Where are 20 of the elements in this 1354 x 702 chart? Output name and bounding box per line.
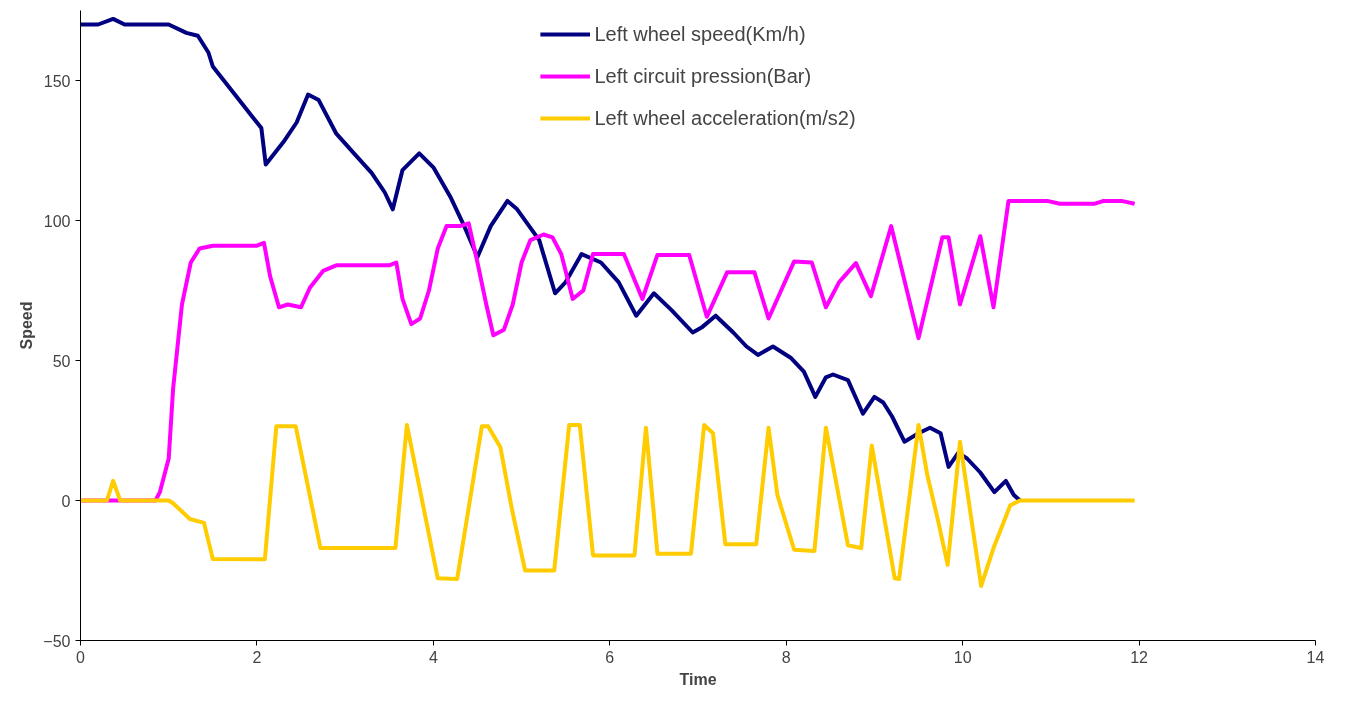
x-tick-label: 8 bbox=[781, 648, 791, 666]
x-tick-label: 2 bbox=[252, 648, 262, 666]
x-axis-title: Time bbox=[679, 670, 717, 688]
x-tick-label: 6 bbox=[605, 648, 615, 666]
legend-label: Left wheel acceleration(m/s2) bbox=[594, 105, 856, 131]
y-tick-label: −50 bbox=[43, 632, 71, 650]
x-tick-label: 4 bbox=[428, 648, 438, 666]
legend-label: Left circuit pression(Bar) bbox=[594, 63, 812, 89]
y-tick-label: 150 bbox=[43, 72, 71, 90]
y-tick-label: 50 bbox=[52, 352, 71, 370]
x-tick-label: 0 bbox=[76, 648, 86, 666]
y-tick-label: 100 bbox=[43, 212, 71, 230]
x-tick-label: 12 bbox=[1130, 648, 1149, 666]
line-series bbox=[80, 16, 1022, 503]
x-tick-label: 14 bbox=[1306, 648, 1325, 666]
y-tick-label: 0 bbox=[61, 492, 71, 510]
legend-label: Left wheel speed(Km/h) bbox=[594, 21, 806, 47]
line-series bbox=[80, 422, 1137, 588]
y-axis-title: Speed bbox=[18, 301, 36, 350]
x-tick-label: 10 bbox=[953, 648, 972, 666]
